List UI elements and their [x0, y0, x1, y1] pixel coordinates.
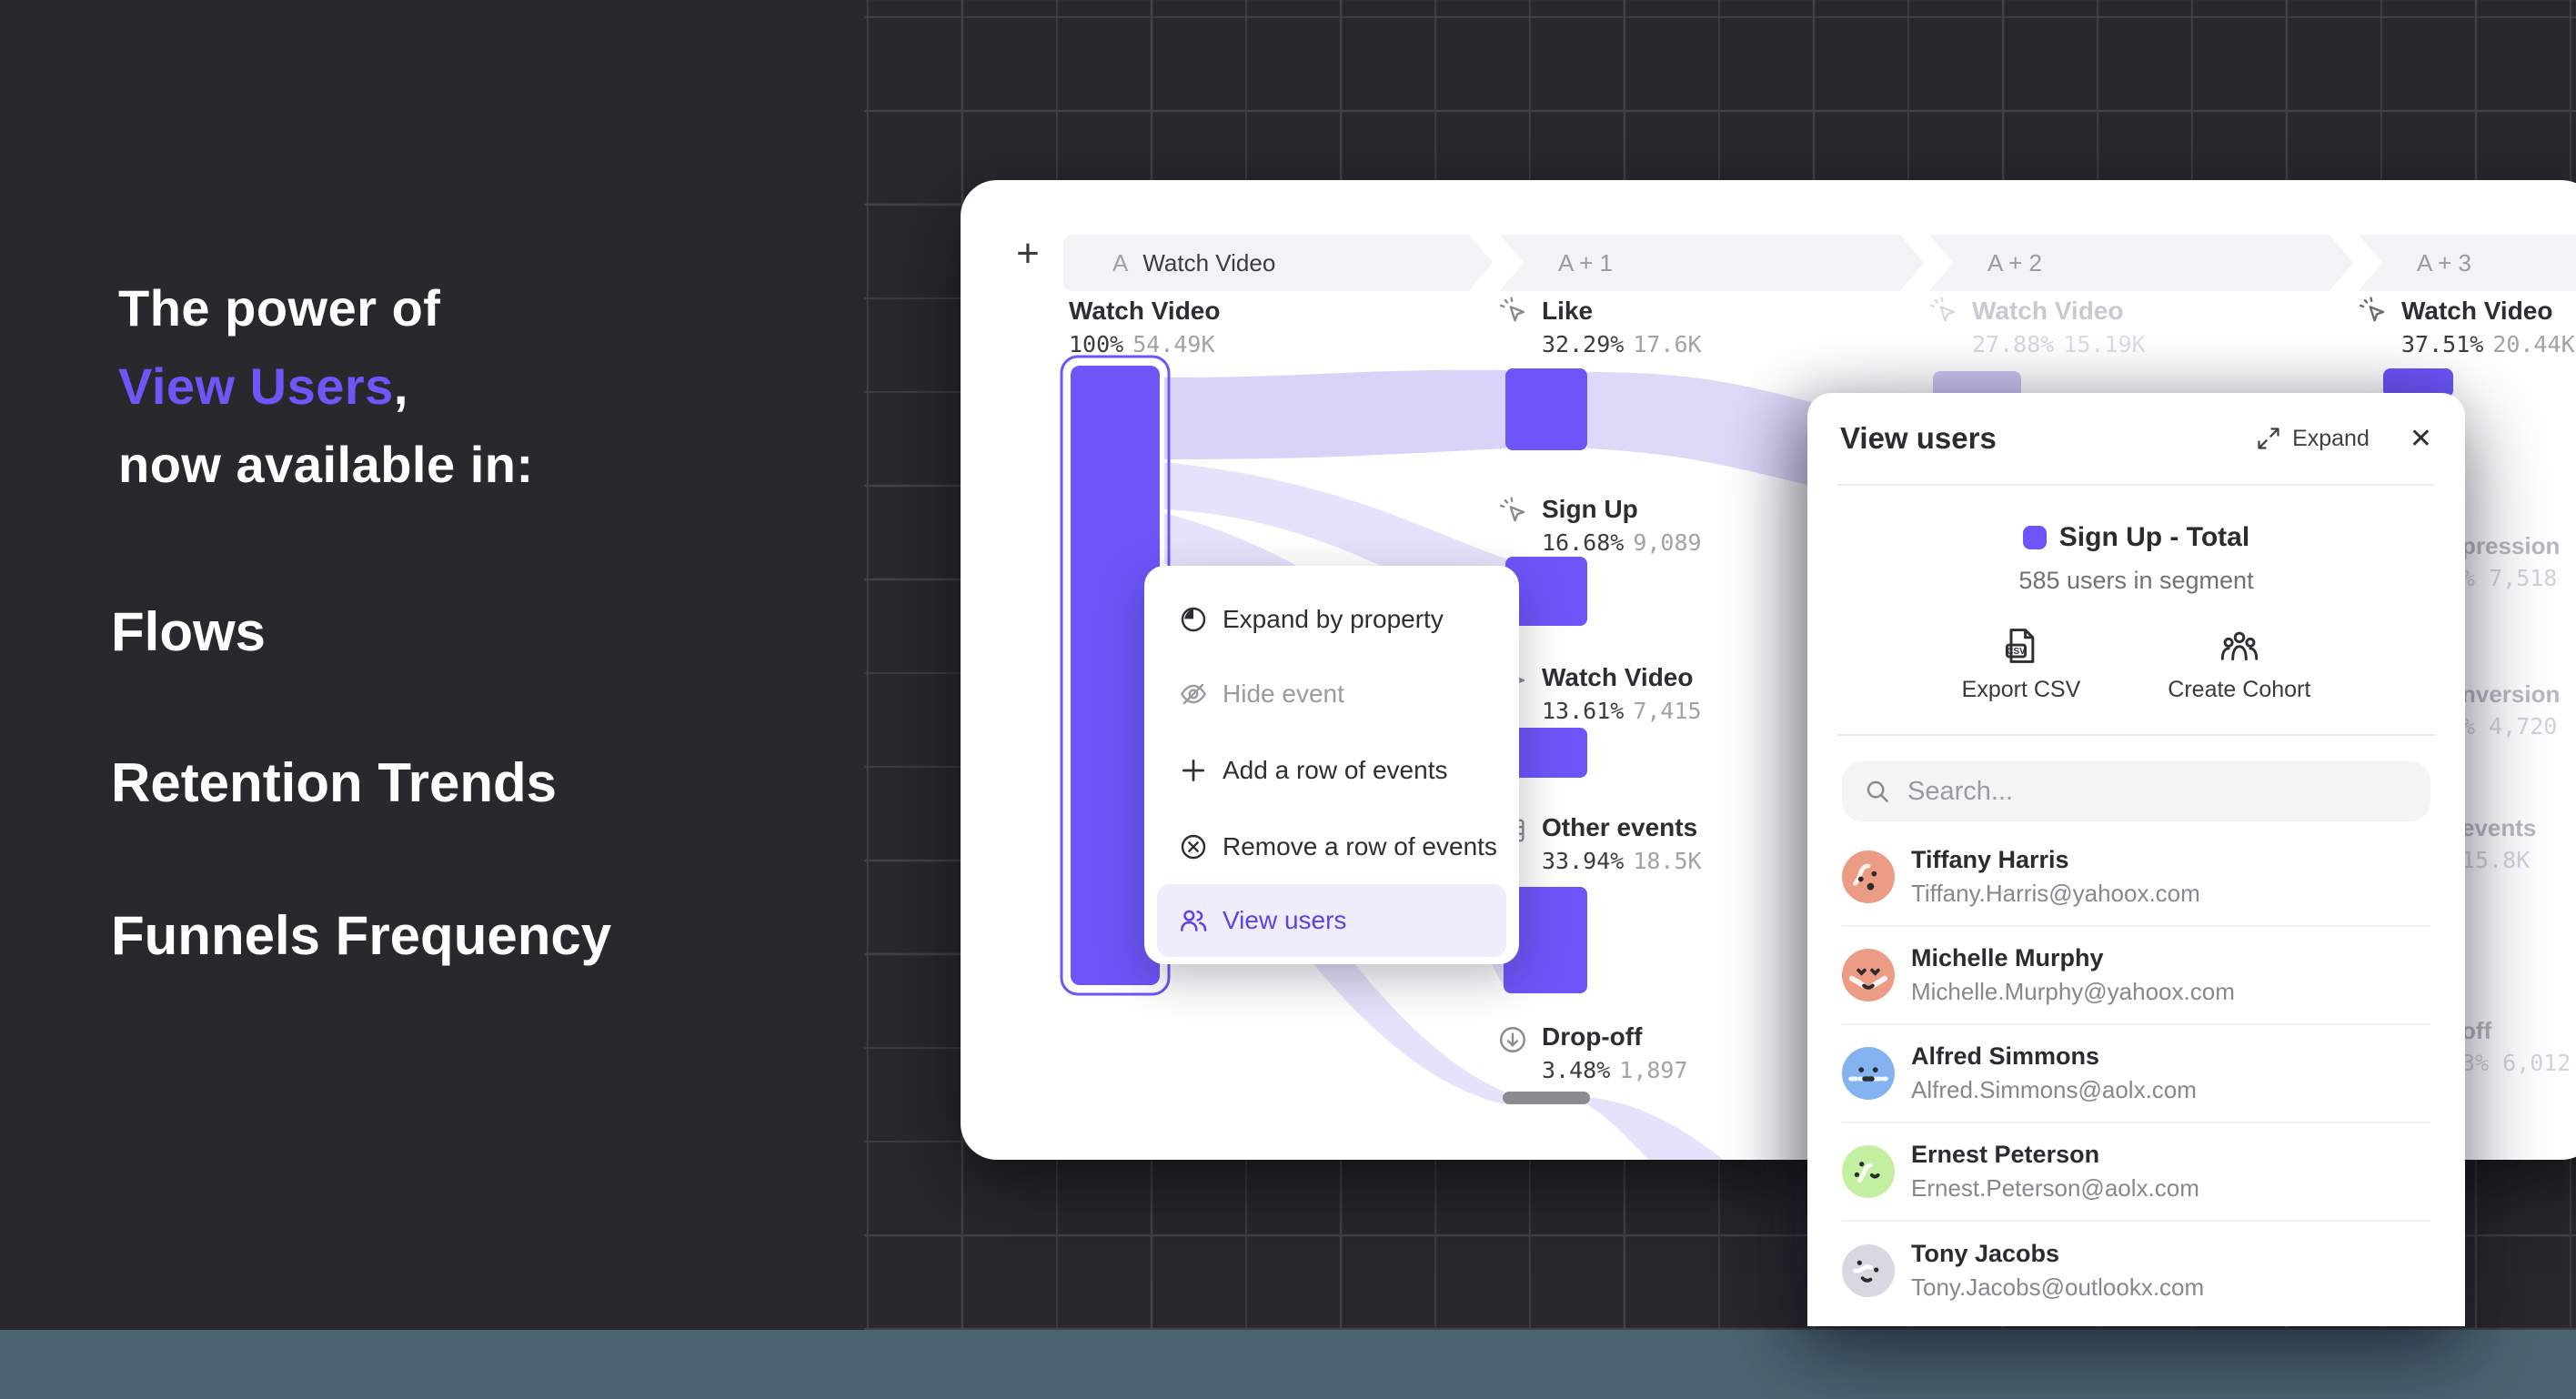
segment-name: Sign Up - Total — [2058, 522, 2250, 552]
stat-row-drop-off: Drop-off 3.48% 1,897 — [1542, 1022, 1688, 1083]
list-item-user[interactable]: Tony Jacobs Tony.Jacobs@outlookx.com — [1842, 1222, 2430, 1320]
create-cohort-button[interactable]: Create Cohort — [2168, 626, 2310, 703]
click-icon — [2359, 297, 2385, 322]
eye-off-icon — [1180, 683, 1207, 705]
list-item-user[interactable]: Michelle Murphy Michelle.Murphy@yahoox.c… — [1842, 927, 2430, 1025]
flow-ribbon-like-to-next — [1587, 372, 1811, 486]
expand-button[interactable]: Expand — [2256, 426, 2370, 452]
plus-icon — [1182, 760, 1204, 781]
stat-row-sign-up: Sign Up 16.68% 9,089 — [1542, 495, 1702, 556]
flow-ribbon-a-to-like — [1164, 369, 1506, 459]
tab-step-a-prefix: A — [1112, 248, 1129, 277]
users-icon — [1181, 910, 1207, 931]
drop-off-icon — [1500, 1027, 1525, 1052]
event-context-menu: Expand by property Hide event Add a row … — [1144, 566, 1519, 964]
node-watch-video-2[interactable] — [1505, 728, 1587, 778]
divider — [1837, 484, 2435, 486]
ghost-stat-drop-off: off 3% 6,012 — [2461, 1017, 2571, 1076]
tab-step-a-label: Watch Video — [1142, 248, 1276, 277]
hero-item-retention-trends: Retention Trends — [111, 752, 558, 813]
click-icon — [1499, 497, 1525, 522]
tab-step-a2[interactable]: A + 2 — [1929, 235, 2353, 291]
click-icon — [1929, 297, 1956, 322]
user-name: Tiffany Harris — [1911, 846, 2069, 873]
modal-actions: CSV Export CSV Create Cohort — [1807, 626, 2465, 703]
user-name: Ernest Peterson — [1911, 1141, 2100, 1168]
ghost-stat-impression: pression % 7,518 — [2461, 532, 2561, 591]
click-icon — [1499, 297, 1525, 322]
search-icon — [1867, 780, 1888, 802]
hero-line1: The power of — [118, 279, 441, 337]
node-a3 — [2383, 368, 2453, 398]
avatar — [1842, 1047, 1895, 1100]
user-email: Alfred.Simmons@aolx.com — [1911, 1076, 2197, 1103]
stat-row-watch-video: Watch Video 13.61% 7,415 — [1542, 663, 1702, 724]
view-users-modal: View users Expand ✕ Sign Up - Total 585 … — [1807, 393, 2465, 1326]
hero-accent: View Users — [118, 357, 394, 415]
node-watch-video-a[interactable] — [1071, 366, 1160, 985]
menu-item-expand-by-property[interactable]: Expand by property — [1144, 593, 1519, 646]
user-name: Tony Jacobs — [1911, 1240, 2060, 1267]
node-like[interactable] — [1505, 368, 1587, 450]
ghost-stat-other-events: events 15.8K — [2461, 814, 2537, 873]
segment-subtitle: 585 users in segment — [2018, 567, 2254, 594]
stat-col-watch-video-a2: Watch Video 27.88% 15.19K — [1972, 297, 2146, 357]
divider — [1837, 734, 2435, 736]
list-item-user[interactable]: Ernest Peterson Ernest.Peterson@aolx.com — [1842, 1123, 2430, 1222]
user-email: Tony.Jacobs@outlookx.com — [1911, 1273, 2205, 1301]
hero-headline: The power of View Users, now available i… — [118, 279, 534, 493]
hero-item-flows: Flows — [111, 601, 267, 662]
stat-col-like: Like 32.29% 17.6K — [1542, 297, 1702, 357]
add-step-button[interactable]: + — [1016, 231, 1040, 276]
node-drop-off[interactable] — [1503, 1092, 1590, 1104]
cohort-icon — [2220, 631, 2258, 661]
ghost-stat-conversion: nversion % 4,720 — [2461, 680, 2561, 740]
search-input[interactable] — [1907, 776, 2409, 807]
avatar — [1842, 1145, 1895, 1198]
remove-circle-icon — [1181, 834, 1206, 860]
tab-step-a1[interactable]: A + 1 — [1500, 235, 1924, 291]
hero-line3: now available in: — [118, 436, 534, 493]
tab-step-a3[interactable]: A + 3 — [2359, 235, 2576, 291]
user-name: Michelle Murphy — [1911, 944, 2104, 971]
tab-step-a[interactable]: A Watch Video — [1063, 235, 1493, 291]
expand-property-icon — [1181, 607, 1206, 632]
avatar — [1842, 949, 1895, 1001]
segment-color-swatch — [2022, 526, 2047, 549]
user-email: Michelle.Murphy@yahoox.com — [1911, 978, 2235, 1005]
node-faded-a2 — [1933, 371, 2021, 398]
stat-col-watch-video-a: Watch Video 100% 54.49K — [1069, 297, 1221, 357]
stat-col-watch-video-a3: Watch Video 37.51% 20.44K — [2401, 297, 2575, 357]
modal-title: View users — [1840, 421, 1997, 455]
avatar — [1842, 850, 1895, 903]
csv-file-icon: CSV — [2005, 629, 2035, 663]
user-email: Ernest.Peterson@aolx.com — [1911, 1174, 2199, 1202]
modal-header: View users Expand ✕ — [1807, 393, 2465, 484]
bottom-teal-band — [0, 1330, 2576, 1399]
expand-icon — [2258, 428, 2279, 449]
menu-item-add-row[interactable]: Add a row of events — [1144, 744, 1519, 797]
svg-text:CSV: CSV — [2007, 647, 2026, 657]
menu-highlight — [1157, 884, 1506, 957]
list-item-user[interactable]: Alfred Simmons Alfred.Simmons@aolx.com — [1842, 1025, 2430, 1123]
node-other-events[interactable] — [1504, 887, 1587, 993]
search-box — [1842, 761, 2430, 821]
export-csv-button[interactable]: CSV Export CSV — [1962, 626, 2080, 703]
flow-ribbon-down-right — [1587, 1097, 1724, 1160]
segment-summary: Sign Up - Total 585 users in segment — [1807, 522, 2465, 595]
user-list: Tiffany Harris Tiffany.Harris@yahoox.com… — [1807, 829, 2465, 1320]
hero-item-funnels-frequency: Funnels Frequency — [111, 905, 612, 966]
user-email: Tiffany.Harris@yahoox.com — [1911, 880, 2200, 907]
close-icon[interactable]: ✕ — [2409, 423, 2432, 454]
menu-item-hide-event[interactable]: Hide event — [1144, 668, 1519, 720]
list-item-user[interactable]: Tiffany Harris Tiffany.Harris@yahoox.com — [1842, 829, 2430, 927]
avatar — [1842, 1244, 1895, 1297]
stat-row-other-events: Other events 33.94% 18.5K — [1542, 813, 1702, 874]
user-name: Alfred Simmons — [1911, 1042, 2100, 1070]
menu-item-remove-row[interactable]: Remove a row of events — [1144, 820, 1519, 873]
node-sign-up[interactable] — [1505, 557, 1587, 626]
menu-item-view-users[interactable]: View users — [1144, 894, 1519, 947]
